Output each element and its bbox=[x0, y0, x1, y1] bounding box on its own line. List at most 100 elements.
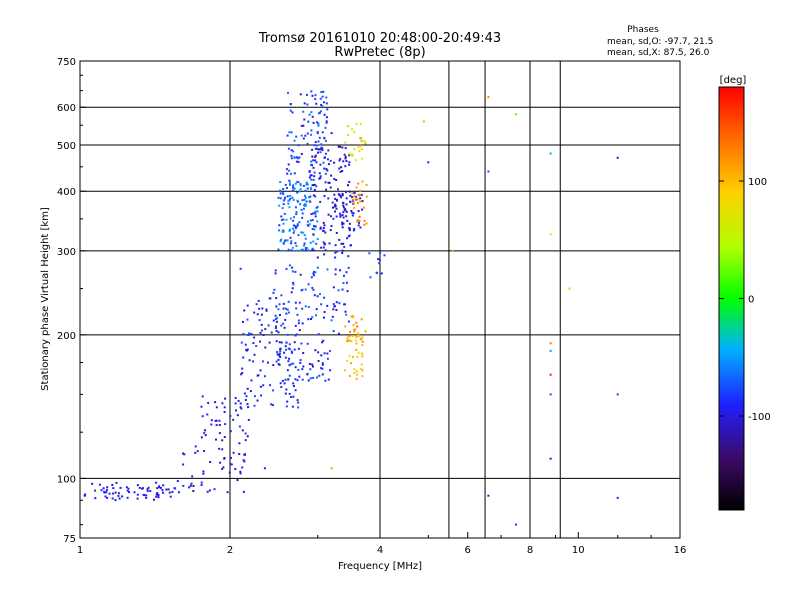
data-point bbox=[353, 372, 356, 375]
data-point bbox=[278, 303, 281, 306]
data-point bbox=[240, 407, 243, 410]
data-point bbox=[155, 493, 158, 496]
data-point bbox=[302, 207, 305, 210]
data-point bbox=[288, 311, 290, 314]
data-point bbox=[306, 342, 309, 345]
data-point bbox=[378, 258, 381, 261]
data-point bbox=[361, 200, 364, 203]
data-point bbox=[323, 253, 326, 256]
data-point bbox=[515, 523, 517, 526]
data-point bbox=[293, 341, 296, 344]
axis-ticks: 1 2 4 6 8 10 16 75 100 200 300 400 500 600 750 bbox=[57, 57, 686, 556]
data-point bbox=[282, 230, 285, 233]
data-point bbox=[114, 499, 117, 502]
data-point bbox=[257, 300, 260, 302]
data-point bbox=[146, 490, 149, 493]
data-point bbox=[317, 124, 320, 127]
data-point bbox=[191, 475, 194, 478]
data-point bbox=[312, 121, 315, 124]
data-point bbox=[299, 359, 302, 362]
data-point bbox=[327, 149, 330, 152]
data-point bbox=[549, 350, 552, 352]
data-point bbox=[324, 126, 327, 129]
data-point bbox=[204, 434, 207, 437]
data-point bbox=[268, 297, 271, 300]
data-point bbox=[312, 212, 315, 215]
data-point bbox=[295, 333, 298, 336]
data-point bbox=[103, 490, 106, 493]
data-point bbox=[300, 231, 303, 234]
y-tick-label: 75 bbox=[63, 534, 76, 545]
data-point bbox=[282, 192, 285, 195]
data-point bbox=[325, 96, 328, 99]
data-point bbox=[321, 341, 324, 344]
data-point bbox=[189, 484, 192, 487]
colorbar-tick-label: 0 bbox=[748, 295, 754, 306]
y-tick-label: 750 bbox=[57, 57, 76, 68]
data-point bbox=[292, 385, 295, 388]
data-point bbox=[300, 134, 303, 137]
data-point bbox=[275, 325, 277, 328]
data-point bbox=[155, 495, 158, 498]
data-point bbox=[200, 436, 203, 439]
data-point bbox=[277, 196, 280, 199]
data-point bbox=[343, 209, 346, 212]
data-point bbox=[244, 432, 247, 435]
data-point bbox=[276, 351, 279, 353]
data-point bbox=[327, 378, 330, 381]
data-point bbox=[351, 335, 354, 338]
data-point bbox=[355, 377, 358, 380]
data-point bbox=[215, 438, 217, 441]
data-point bbox=[289, 236, 292, 239]
data-point bbox=[250, 379, 253, 382]
data-point bbox=[312, 178, 315, 181]
data-point bbox=[340, 166, 343, 169]
data-point bbox=[276, 353, 279, 356]
data-point bbox=[298, 221, 301, 224]
data-point bbox=[295, 135, 298, 138]
data-point bbox=[293, 348, 296, 351]
data-point bbox=[239, 472, 242, 475]
data-point bbox=[275, 329, 278, 332]
data-point bbox=[311, 286, 314, 289]
data-point bbox=[275, 317, 278, 320]
data-point bbox=[117, 494, 120, 497]
data-point bbox=[303, 204, 306, 207]
data-point bbox=[349, 194, 352, 197]
data-point bbox=[322, 90, 325, 93]
data-point bbox=[339, 194, 342, 197]
data-point bbox=[330, 225, 333, 228]
data-point bbox=[291, 270, 294, 273]
data-point bbox=[281, 207, 284, 210]
data-point bbox=[355, 122, 358, 125]
data-point bbox=[162, 484, 165, 487]
data-point bbox=[224, 397, 227, 400]
data-point bbox=[292, 219, 295, 222]
data-point bbox=[313, 270, 315, 273]
data-point bbox=[357, 193, 360, 196]
data-point bbox=[361, 369, 364, 372]
data-point bbox=[224, 423, 227, 426]
data-point bbox=[340, 196, 343, 199]
data-point bbox=[321, 362, 324, 365]
data-point bbox=[359, 144, 362, 147]
data-point bbox=[317, 360, 320, 362]
data-point bbox=[347, 125, 350, 128]
data-point bbox=[361, 344, 364, 347]
data-point bbox=[307, 379, 310, 382]
data-point bbox=[302, 365, 305, 368]
data-point bbox=[239, 402, 242, 405]
data-point bbox=[242, 490, 245, 493]
data-point bbox=[294, 227, 297, 229]
data-point bbox=[357, 224, 360, 227]
data-point bbox=[323, 136, 326, 139]
data-point bbox=[305, 200, 308, 203]
data-point bbox=[315, 206, 318, 209]
data-point bbox=[253, 336, 256, 339]
data-point bbox=[363, 219, 366, 222]
data-point bbox=[348, 335, 351, 338]
data-point bbox=[356, 202, 359, 204]
data-point bbox=[232, 451, 235, 454]
stats-heading: Phases bbox=[627, 25, 659, 35]
data-point bbox=[279, 382, 282, 385]
